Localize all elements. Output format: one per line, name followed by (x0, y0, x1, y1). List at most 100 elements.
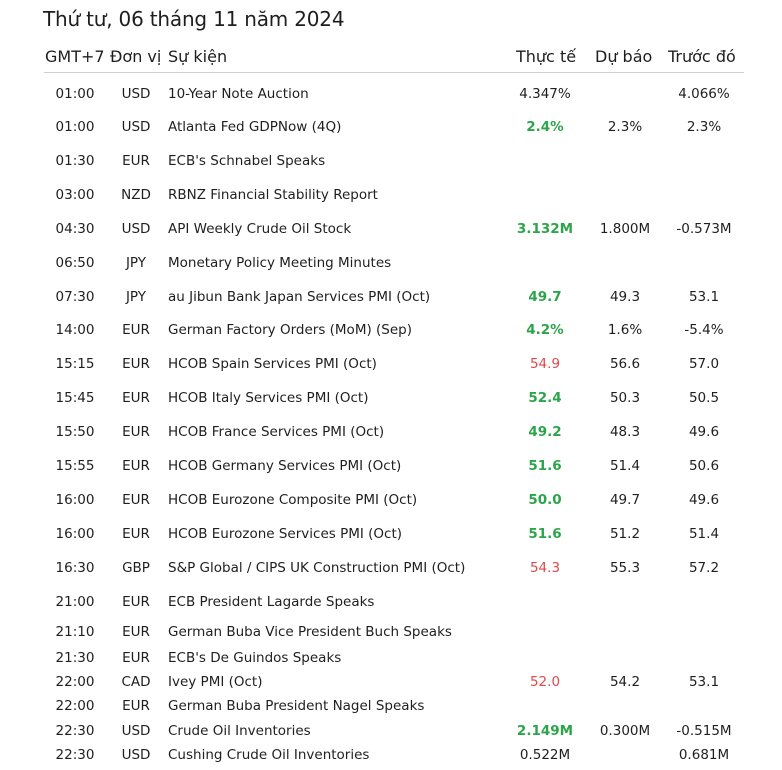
table-row[interactable]: 16:00 EUR HCOB Eurozone Composite PMI (Oct… (0, 488, 782, 512)
time-cell: 06:50 (55, 255, 95, 271)
event-cell: S&P Global / CIPS UK Construction PMI (O… (168, 560, 466, 576)
table-row[interactable]: 22:00 EUR German Buba President Nagel Spea… (0, 694, 782, 718)
currency-cell: EUR (122, 698, 150, 714)
table-row[interactable]: 22:30 USD Cushing Crude Oil Inventories 0.5… (0, 743, 782, 767)
page-title: Thứ tư, 06 tháng 11 năm 2024 (43, 7, 345, 31)
actual-cell: 49.7 (528, 289, 562, 305)
previous-cell: -5.4% (684, 322, 724, 338)
table-row[interactable]: 15:50 EUR HCOB France Services PMI (Oct) 49… (0, 420, 782, 444)
currency-cell: NZD (121, 187, 151, 203)
event-cell: ECB's De Guindos Speaks (168, 650, 342, 666)
currency-cell: EUR (122, 458, 150, 474)
table-row[interactable]: 04:30 USD API Weekly Crude Oil Stock 3.132M… (0, 217, 782, 241)
event-cell: ECB's Schnabel Speaks (168, 153, 326, 169)
header-currency: Đơn vị (110, 47, 162, 66)
forecast-cell: 55.3 (609, 560, 641, 576)
actual-cell: 4.2% (526, 322, 564, 338)
time-cell: 01:30 (55, 153, 95, 169)
table-row[interactable]: 22:30 USD Crude Oil Inventories 2.149M 0.300… (0, 719, 782, 743)
table-row[interactable]: 01:00 USD 10-Year Note Auction 4.347% 4.066% (0, 82, 782, 106)
currency-cell: EUR (122, 322, 150, 338)
forecast-cell: 1.6% (607, 322, 643, 338)
time-cell: 16:00 (55, 526, 95, 542)
header-forecast: Dự báo (595, 47, 653, 66)
header-event: Sự kiện (168, 47, 228, 66)
currency-cell: CAD (121, 674, 151, 690)
forecast-cell: 49.3 (609, 289, 641, 305)
time-cell: 21:00 (55, 594, 95, 610)
header-actual: Thực tế (516, 47, 577, 66)
actual-cell: 4.347% (519, 86, 571, 102)
table-row[interactable]: 16:30 GBP S&P Global / CIPS UK Constructio… (0, 556, 782, 580)
forecast-cell: 51.2 (609, 526, 641, 542)
previous-cell: 0.681M (678, 747, 730, 763)
table-row[interactable]: 16:00 EUR HCOB Eurozone Services PMI (Oct)… (0, 522, 782, 546)
currency-cell: GBP (122, 560, 150, 576)
actual-cell: 52.4 (528, 390, 562, 406)
header-divider (44, 72, 744, 73)
time-cell: 15:45 (55, 390, 95, 406)
table-row[interactable]: 21:30 EUR ECB's De Guindos Speaks (0, 646, 782, 670)
table-header: GMT+7 Đơn vị Sự kiện Thực tế Dự báo Trướ… (0, 47, 782, 71)
currency-cell: USD (121, 221, 151, 237)
actual-cell: 51.6 (528, 458, 562, 474)
previous-cell: 50.6 (688, 458, 720, 474)
event-cell: API Weekly Crude Oil Stock (168, 221, 352, 237)
currency-cell: USD (121, 747, 151, 763)
event-cell: German Buba Vice President Buch Speaks (168, 624, 452, 640)
table-row[interactable]: 06:50 JPY Monetary Policy Meeting Minutes (0, 251, 782, 275)
table-row[interactable]: 15:15 EUR HCOB Spain Services PMI (Oct) 54.… (0, 352, 782, 376)
table-row[interactable]: 21:00 EUR ECB President Lagarde Speaks (0, 590, 782, 614)
time-cell: 14:00 (55, 322, 95, 338)
forecast-cell: 49.7 (609, 492, 641, 508)
forecast-cell: 48.3 (609, 424, 641, 440)
table-row[interactable]: 03:00 NZD RBNZ Financial Stability Report (0, 183, 782, 207)
event-cell: au Jibun Bank Japan Services PMI (Oct) (168, 289, 431, 305)
forecast-cell: 51.4 (609, 458, 641, 474)
actual-cell: 3.132M (516, 221, 574, 237)
table-row[interactable]: 14:00 EUR German Factory Orders (MoM) (Sep… (0, 318, 782, 342)
table-row[interactable]: 07:30 JPY au Jibun Bank Japan Services PMI… (0, 285, 782, 309)
previous-cell: 53.1 (688, 289, 720, 305)
actual-cell: 54.3 (529, 560, 561, 576)
table-row[interactable]: 21:10 EUR German Buba Vice President Buch … (0, 620, 782, 644)
time-cell: 16:00 (55, 492, 95, 508)
event-cell: Atlanta Fed GDPNow (4Q) (168, 119, 342, 135)
currency-cell: USD (121, 119, 151, 135)
table-row[interactable]: 15:45 EUR HCOB Italy Services PMI (Oct) 52.… (0, 386, 782, 410)
actual-cell: 0.522M (519, 747, 571, 763)
previous-cell: 57.0 (688, 356, 720, 372)
event-cell: German Buba President Nagel Speaks (168, 698, 425, 714)
table-row[interactable]: 15:55 EUR HCOB Germany Services PMI (Oct) 5… (0, 454, 782, 478)
time-cell: 03:00 (55, 187, 95, 203)
currency-cell: USD (121, 723, 151, 739)
event-cell: Ivey PMI (Oct) (168, 674, 263, 690)
event-cell: Crude Oil Inventories (168, 723, 311, 739)
actual-cell: 2.4% (526, 119, 564, 135)
previous-cell: 2.3% (686, 119, 722, 135)
actual-cell: 50.0 (528, 492, 562, 508)
event-cell: Cushing Crude Oil Inventories (168, 747, 370, 763)
currency-cell: EUR (122, 390, 150, 406)
previous-cell: 51.4 (688, 526, 720, 542)
time-cell: 21:30 (55, 650, 95, 666)
time-cell: 22:00 (55, 674, 95, 690)
time-cell: 01:00 (55, 86, 95, 102)
currency-cell: EUR (122, 624, 150, 640)
time-cell: 22:30 (55, 747, 95, 763)
currency-cell: JPY (125, 289, 147, 305)
table-row[interactable]: 01:00 USD Atlanta Fed GDPNow (4Q) 2.4% 2.3% 2… (0, 115, 782, 139)
time-cell: 22:00 (55, 698, 95, 714)
actual-cell: 51.6 (528, 526, 562, 542)
table-row[interactable]: 22:00 CAD Ivey PMI (Oct) 52.0 54.2 53.1 (0, 670, 782, 694)
previous-cell: 49.6 (688, 492, 720, 508)
event-cell: German Factory Orders (MoM) (Sep) (168, 322, 413, 338)
forecast-cell: 0.300M (599, 723, 651, 739)
forecast-cell: 50.3 (609, 390, 641, 406)
currency-cell: EUR (122, 526, 150, 542)
currency-cell: EUR (122, 356, 150, 372)
time-cell: 16:30 (55, 560, 95, 576)
time-cell: 15:55 (55, 458, 95, 474)
table-row[interactable]: 01:30 EUR ECB's Schnabel Speaks (0, 149, 782, 173)
previous-cell: -0.573M (676, 221, 732, 237)
